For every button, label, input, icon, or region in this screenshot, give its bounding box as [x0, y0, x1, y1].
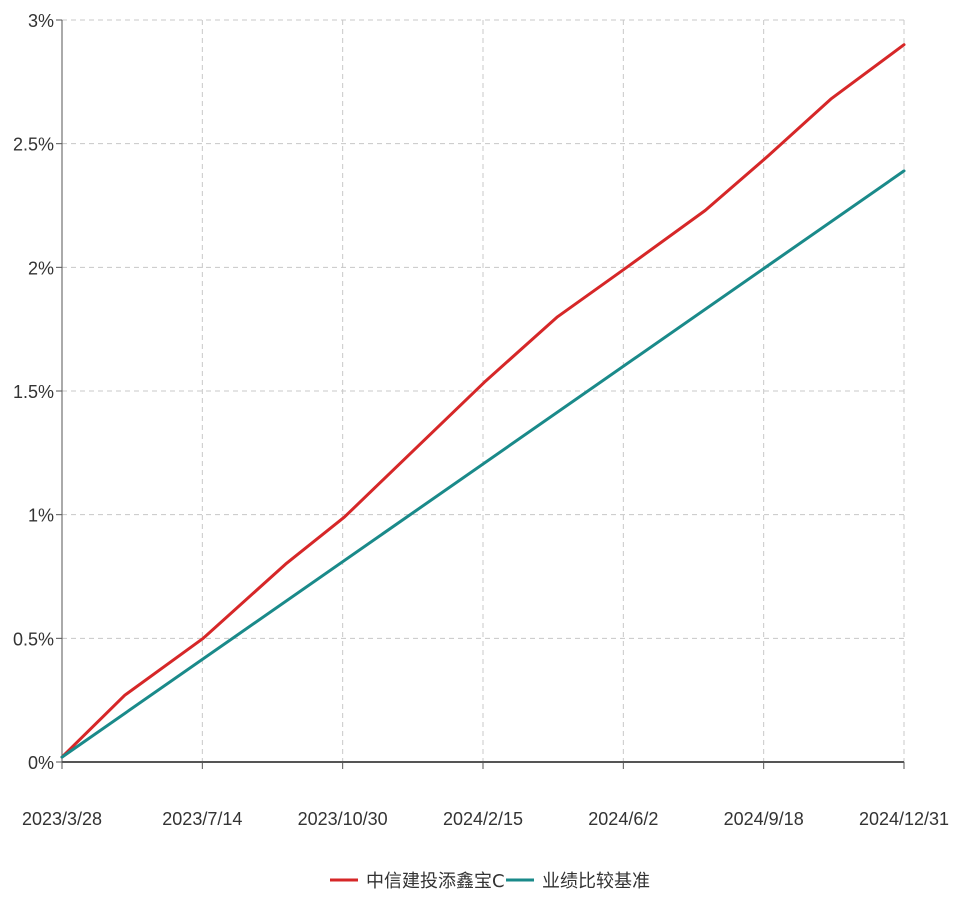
- x-tick-label: 2023/10/30: [298, 809, 388, 829]
- x-tick-label: 2023/3/28: [22, 809, 102, 829]
- series-line-0: [60, 43, 906, 759]
- x-tick-label: 2024/9/18: [724, 809, 804, 829]
- series-lines: [60, 43, 906, 759]
- x-tick-label: 2024/6/2: [588, 809, 658, 829]
- axes: 2023/3/28 2023/7/14 2023/10/30 2024/2/15 202…: [13, 11, 949, 829]
- x-tick-label: 2023/7/14: [162, 809, 242, 829]
- y-tick-label: 3%: [28, 11, 54, 31]
- y-tick-label: 2.5%: [13, 135, 54, 155]
- grid: [62, 19, 905, 762]
- legend: 中信建投添鑫宝C 业绩比较基准: [330, 871, 650, 892]
- legend-label-0: 中信建投添鑫宝C: [366, 871, 505, 892]
- y-tick-label: 0.5%: [13, 629, 54, 649]
- series-line-1: [60, 169, 906, 759]
- x-tick-label: 2024/12/31: [859, 809, 949, 829]
- y-tick-label: 1%: [28, 506, 54, 526]
- y-tick-label: 0%: [28, 753, 54, 773]
- legend-label-1: 业绩比较基准: [542, 871, 650, 892]
- x-tick-label: 2024/2/15: [443, 809, 523, 829]
- y-tick-label: 1.5%: [13, 382, 54, 402]
- y-tick-label: 2%: [28, 258, 54, 278]
